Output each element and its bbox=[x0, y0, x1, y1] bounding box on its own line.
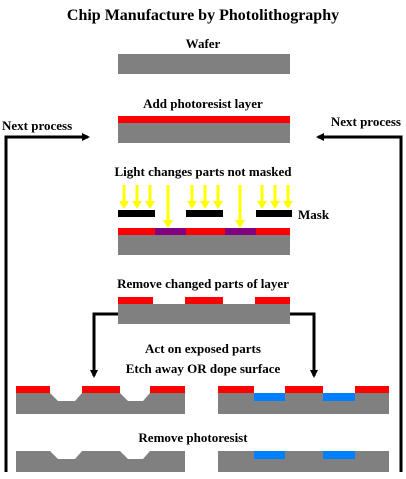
step-act-label: Act on exposed parts bbox=[145, 341, 261, 356]
photoresist-block bbox=[150, 386, 185, 393]
photoresist-layer bbox=[118, 228, 290, 235]
etched-wafer bbox=[16, 393, 185, 414]
doped-region bbox=[323, 393, 355, 401]
photoresist-block bbox=[185, 297, 223, 304]
next-process-label-left: Next process bbox=[2, 118, 72, 133]
developed-resist bbox=[118, 297, 290, 304]
doped-wafer-with-resist bbox=[218, 386, 389, 414]
doped-region bbox=[254, 451, 285, 459]
exposed-region bbox=[225, 228, 256, 235]
photoresist-block bbox=[16, 386, 50, 393]
wafer bbox=[218, 393, 389, 414]
step-wafer-label: Wafer bbox=[186, 36, 221, 51]
photoresist-block bbox=[255, 297, 290, 304]
doped-wafer-final bbox=[218, 451, 389, 472]
step-etch-or-dope-label: Etch away OR dope surface bbox=[126, 361, 281, 376]
step-add-photoresist-label: Add photoresist layer bbox=[143, 96, 263, 111]
light-ray-long-1 bbox=[163, 185, 173, 228]
wafer bbox=[218, 451, 389, 472]
light-ray-group-left bbox=[119, 185, 155, 209]
light-rays bbox=[119, 185, 293, 228]
doped-region bbox=[254, 393, 285, 401]
photoresist-layer bbox=[118, 116, 290, 123]
photoresist-block bbox=[285, 386, 323, 393]
photoresist-block bbox=[118, 297, 153, 304]
step-light-label: Light changes parts not masked bbox=[115, 164, 293, 179]
mask-segment bbox=[118, 210, 155, 217]
wafer bbox=[118, 304, 290, 324]
photoresist-block bbox=[218, 386, 254, 393]
light-ray-group-middle bbox=[187, 185, 223, 209]
doped-region bbox=[323, 451, 355, 459]
next-process-arrow-right bbox=[316, 133, 403, 472]
step-remove-changed-label: Remove changed parts of layer bbox=[117, 276, 289, 291]
exposed-layer bbox=[118, 228, 290, 235]
branch-arrow-etch bbox=[90, 312, 118, 378]
etched-wafer-with-resist bbox=[16, 386, 185, 414]
etched-wafer-final bbox=[16, 451, 185, 472]
mask-segment bbox=[186, 210, 223, 217]
branch-arrow-dope bbox=[290, 312, 318, 378]
wafer bbox=[118, 54, 290, 74]
exposed-region bbox=[155, 228, 186, 235]
next-process-label-right: Next process bbox=[331, 114, 401, 129]
next-process-arrow-left bbox=[4, 133, 90, 472]
mask bbox=[118, 210, 292, 217]
diagram-title: Chip Manufacture by Photolithography bbox=[67, 7, 339, 24]
mask-segment bbox=[256, 210, 292, 217]
photoresist-block bbox=[355, 386, 389, 393]
step-remove-photoresist-label: Remove photoresist bbox=[138, 430, 248, 445]
mask-label: Mask bbox=[298, 207, 330, 222]
light-ray-group-right bbox=[257, 185, 293, 209]
wafer bbox=[118, 235, 290, 255]
photoresist-block bbox=[82, 386, 120, 393]
wafer bbox=[118, 123, 290, 143]
light-ray-long-2 bbox=[235, 185, 245, 228]
